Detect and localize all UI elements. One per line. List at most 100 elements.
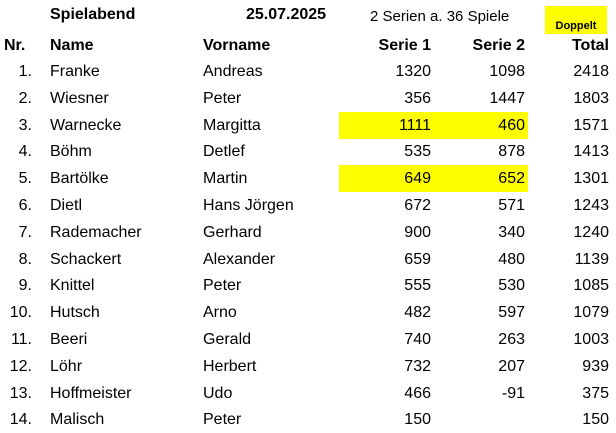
row-number: 10. <box>0 299 32 326</box>
row-serie1: 150 <box>339 406 431 433</box>
header-total: Total <box>571 37 609 54</box>
row-number-value: 8. <box>18 250 32 268</box>
row-vorname-value: Andreas <box>203 63 263 80</box>
row-serie1-value: 732 <box>404 357 431 375</box>
row-name-value: Rademacher <box>50 223 142 241</box>
header-serie1: Serie 1 <box>378 37 431 54</box>
row-serie2-value: 460 <box>498 116 525 134</box>
row-serie2-value: 878 <box>498 143 525 161</box>
row-serie2-value: 597 <box>498 304 525 322</box>
row-vorname: Arno <box>203 299 338 326</box>
row-number: 7. <box>0 219 32 246</box>
row-total-value: 1003 <box>573 331 609 348</box>
row-serie2-value: 340 <box>498 223 525 241</box>
row-name: Löhr <box>50 353 190 380</box>
row-serie2: 460 <box>433 111 528 139</box>
row-vorname-value: Alexander <box>203 250 276 268</box>
row-name: Warnecke <box>50 112 190 139</box>
row-total: 1413 <box>528 138 609 165</box>
row-serie1: 535 <box>339 138 431 165</box>
row-total: 1571 <box>528 112 609 139</box>
row-serie2: 597 <box>434 299 525 326</box>
row-vorname: Gerald <box>203 326 338 353</box>
row-name-value: Malisch <box>50 411 105 429</box>
table-row: 4. Böhm Detlef 535 878 1413 <box>0 138 616 165</box>
row-total-value: 1243 <box>573 197 609 214</box>
table-row: 1. Franke Andreas 1320 1098 2418 <box>0 58 616 85</box>
header-name: Name <box>50 37 94 54</box>
row-name-value: Löhr <box>50 357 83 375</box>
row-name-value: Wiesner <box>50 89 109 107</box>
row-total-value: 1803 <box>573 89 609 107</box>
row-vorname-value: Peter <box>203 411 242 429</box>
row-serie2-value: 571 <box>498 197 525 214</box>
row-total-value: 1139 <box>574 250 609 268</box>
row-total-value: 939 <box>582 357 609 375</box>
row-vorname-value: Gerald <box>203 331 252 348</box>
row-number-value: 1. <box>18 63 32 80</box>
row-number: 14. <box>0 406 32 433</box>
row-serie1-value: 659 <box>404 250 431 268</box>
row-total: 939 <box>528 353 609 380</box>
row-number: 13. <box>0 380 32 407</box>
row-name: Wiesner <box>50 85 190 112</box>
table-row: 3. Warnecke Margitta 1111 460 1571 <box>0 111 616 139</box>
row-name-value: Hutsch <box>50 304 100 322</box>
row-serie2-value: 480 <box>498 250 525 268</box>
row-total-value: 375 <box>582 384 609 402</box>
table-row: 2. Wiesner Peter 356 1447 1803 <box>0 85 616 112</box>
row-total-value: 1085 <box>573 277 609 295</box>
row-number: 3. <box>0 112 32 139</box>
row-name-value: Beeri <box>50 331 88 348</box>
row-total: 2418 <box>528 58 609 85</box>
row-name: Hutsch <box>50 299 190 326</box>
table-row: 11. Beeri Gerald 740 263 1003 <box>0 326 616 353</box>
row-name-value: Warnecke <box>50 116 122 134</box>
table-row: 7. Rademacher Gerhard 900 340 1240 <box>0 219 616 246</box>
row-serie2: 1447 <box>434 85 525 112</box>
row-vorname-value: Arno <box>203 304 237 322</box>
row-name-value: Dietl <box>50 197 83 214</box>
row-serie2: 340 <box>434 219 525 246</box>
table-row: 10. Hutsch Arno 482 597 1079 <box>0 299 616 326</box>
row-total: 1803 <box>528 85 609 112</box>
table-row: 14. Malisch Peter 150 150 <box>0 406 616 433</box>
row-serie2-value: 207 <box>498 357 525 375</box>
row-serie2-value: -91 <box>501 384 525 402</box>
row-serie2: 207 <box>434 353 525 380</box>
table-row: 5. Bartölke Martin 649 652 1301 <box>0 165 616 193</box>
row-total: 150 <box>528 406 609 433</box>
series-info: 2 Serien a. 36 Spiele <box>370 8 510 25</box>
row-serie2 <box>434 406 525 433</box>
row-vorname: Martin <box>203 165 338 192</box>
table-row: 12. Löhr Herbert 732 207 939 <box>0 353 616 380</box>
row-serie1: 1320 <box>339 58 431 85</box>
row-serie1-value: 356 <box>404 89 431 107</box>
row-vorname: Peter <box>203 406 338 433</box>
row-number: 9. <box>0 272 32 299</box>
row-vorname: Detlef <box>203 138 338 165</box>
header-vorname: Vorname <box>203 37 271 54</box>
row-vorname: Hans Jörgen <box>203 192 338 219</box>
doppelt-badge: Doppelt <box>545 6 607 34</box>
row-vorname-value: Peter <box>203 277 242 295</box>
row-serie2-value: 1098 <box>489 63 525 80</box>
row-serie2-value: 530 <box>498 277 525 295</box>
table-row: 8. Schackert Alexander 659 480 1139 <box>0 246 616 273</box>
row-number: 2. <box>0 85 32 112</box>
row-serie1: 900 <box>339 219 431 246</box>
row-number-value: 9. <box>18 277 32 295</box>
row-serie1: 649 <box>339 165 433 193</box>
row-number: 6. <box>0 192 32 219</box>
row-name-value: Franke <box>50 63 100 80</box>
table-row: 9. Knittel Peter 555 530 1085 <box>0 272 616 299</box>
row-vorname: Udo <box>203 380 338 407</box>
row-serie1: 740 <box>339 326 431 353</box>
row-number: 11. <box>0 326 32 353</box>
row-serie1: 732 <box>339 353 431 380</box>
row-number-value: 5. <box>18 170 32 188</box>
row-serie2-value: 652 <box>498 170 525 188</box>
row-name: Rademacher <box>50 219 190 246</box>
row-number-value: 12. <box>9 357 32 375</box>
